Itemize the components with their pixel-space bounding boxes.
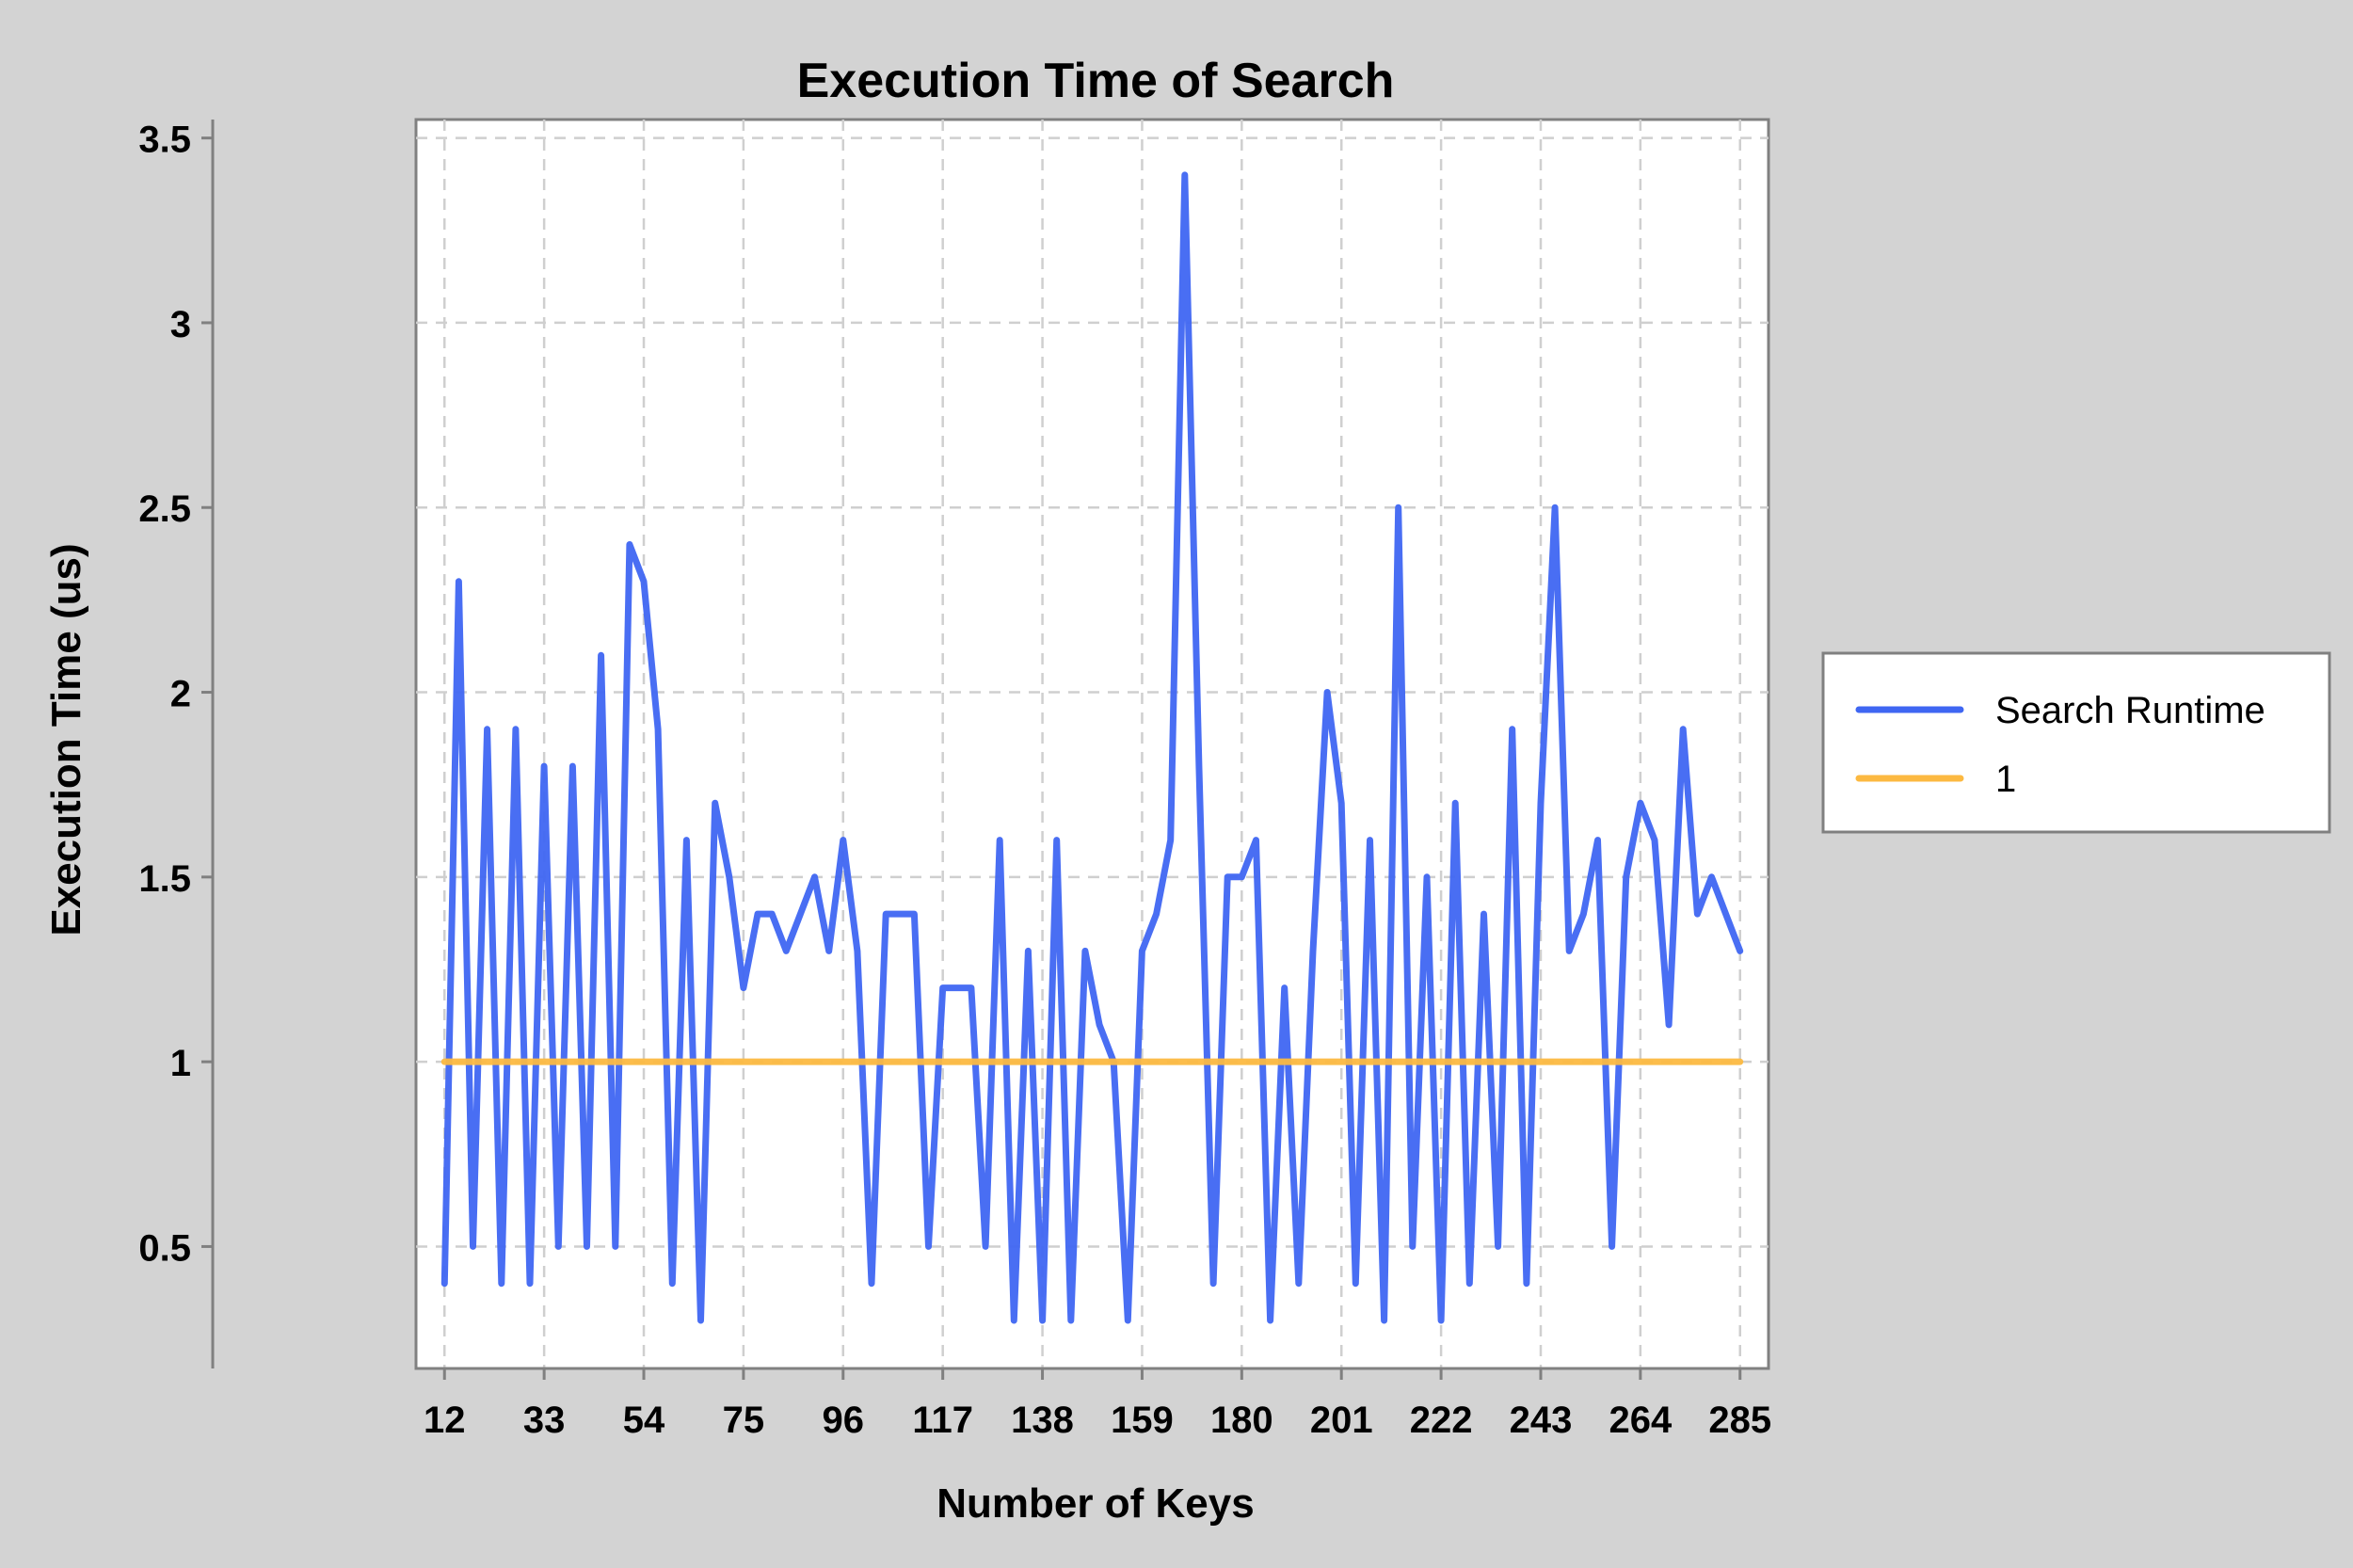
x-tick-label: 243 [1510, 1400, 1573, 1441]
x-tick-label: 12 [424, 1400, 466, 1441]
x-tick-label: 180 [1210, 1400, 1273, 1441]
legend-label-reference-1: 1 [1995, 759, 2016, 800]
x-tick-label: 117 [912, 1400, 973, 1441]
x-tick-label: 285 [1708, 1400, 1771, 1441]
y-tick-label: 3.5 [138, 120, 191, 161]
y-axis-title: Execution Time (us) [43, 543, 89, 936]
legend: Search Runtime 1 [1821, 651, 2331, 834]
series-line-search-runtime [440, 171, 1744, 1324]
y-tick-label: 1 [170, 1043, 191, 1084]
x-tick-label: 138 [1011, 1400, 1074, 1441]
legend-label-search-runtime: Search Runtime [1995, 690, 2265, 731]
y-tick-label: 0.5 [138, 1227, 191, 1269]
x-tick-label: 201 [1310, 1400, 1373, 1441]
x-ticks: 12 33 54 75 96 117 138 159 180 201 222 243 264 285 [424, 1368, 1771, 1441]
y-tick-label: 2 [170, 674, 191, 715]
x-tick-label: 264 [1609, 1400, 1672, 1441]
y-tick-label: 1.5 [138, 858, 191, 900]
x-tick-label: 96 [823, 1400, 865, 1441]
y-ticks: 0.5 1 1.5 2 2.5 3 3.5 [138, 120, 213, 1269]
series [440, 171, 1744, 1324]
x-tick-label: 54 [623, 1400, 665, 1441]
x-tick-label: 159 [1111, 1400, 1174, 1441]
x-tick-label: 75 [723, 1400, 765, 1441]
x-axis-title: Number of Keys [936, 1480, 1254, 1527]
y-tick-label: 2.5 [138, 488, 191, 530]
x-tick-label: 222 [1410, 1400, 1473, 1441]
x-tick-label: 33 [523, 1400, 566, 1441]
legend-box [1821, 651, 2331, 834]
chart-title: Execution Time of Search [797, 54, 1395, 108]
y-tick-label: 3 [170, 304, 191, 345]
